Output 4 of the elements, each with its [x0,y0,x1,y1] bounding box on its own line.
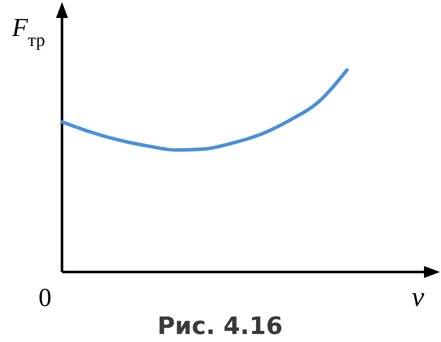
text: Рис. 4.16 [157,312,283,340]
text: 0 [38,283,52,312]
y-axis-title: F$_{тр}$ [11,13,46,50]
x-axis-title: v [412,282,425,313]
